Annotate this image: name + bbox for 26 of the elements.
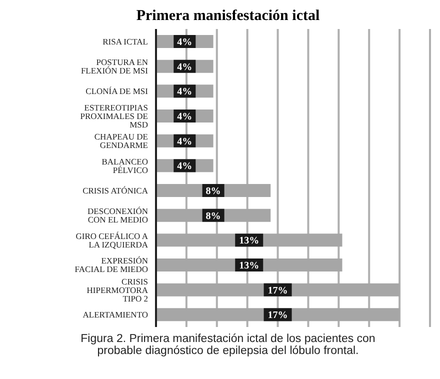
data-label: 17% — [268, 285, 288, 296]
data-label: 8% — [206, 210, 221, 222]
y-tick-label: ESTEREOTIPIAS PROXIMALES DE MSD — [80, 102, 148, 130]
data-label: 8% — [206, 186, 221, 197]
data-label: 4% — [177, 86, 192, 98]
y-tick-label: DESCONEXIÓN CON EL MEDIO — [88, 206, 148, 225]
data-label: 4% — [177, 136, 192, 148]
y-tick-label: POSTURA EN FLEXIÓN DE MSI — [80, 57, 148, 76]
y-tick-label: BALANCEO PÉLVICO — [102, 156, 148, 175]
data-label: 4% — [177, 62, 192, 73]
y-tick-label: CRISIS HIPERMOTORA TIPO 2 — [86, 276, 149, 304]
y-tick-label: GIRO CEFÁLICO A LA IZQUIERDA — [76, 230, 149, 250]
y-tick-label: RISA ICTAL — [102, 36, 148, 46]
text: Figura 2. Primera manifestación ictal de los pacientes con probable diagnóstico de epilepsia del lóbulo frontal. — [80, 332, 376, 357]
data-label: 4% — [177, 161, 192, 172]
data-label: 13% — [239, 236, 260, 247]
chart-title: Primera manisfestación ictal — [135, 8, 321, 25]
data-label: 4% — [177, 37, 192, 48]
y-tick-label: ALERTAMIENTO — [82, 310, 148, 320]
y-tick-label: EXPRESIÓN FACIAL DE MIEDO — [74, 256, 148, 274]
data-label: 13% — [239, 260, 260, 272]
y-tick-label: CLONÍA DE MSI — [86, 86, 148, 96]
data-label: 4% — [177, 112, 192, 122]
y-tick-label: CHAPEAU DE GENDARME — [94, 132, 148, 150]
data-label: 17% — [268, 310, 288, 322]
y-tick-label: CRISIS ATÓNICA — [82, 185, 149, 196]
